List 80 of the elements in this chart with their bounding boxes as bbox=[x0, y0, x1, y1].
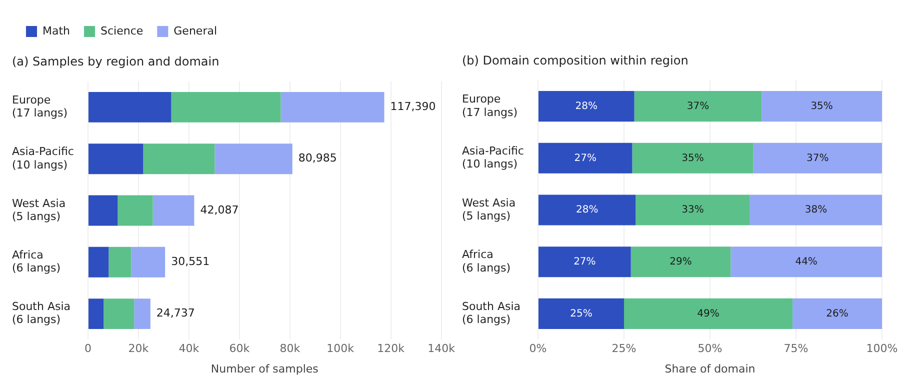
x-tick-label: 0% bbox=[529, 342, 547, 356]
bar bbox=[750, 194, 882, 226]
total-label: 24,737 bbox=[156, 306, 195, 320]
y-tick-label: Asia-Pacific (10 langs) bbox=[462, 144, 524, 171]
bar bbox=[88, 144, 144, 174]
total-label: 30,551 bbox=[171, 255, 210, 268]
data-label: 29% bbox=[670, 256, 692, 268]
legend-label: Math bbox=[42, 24, 70, 38]
total-label: 80,985 bbox=[298, 152, 337, 165]
bar bbox=[88, 92, 172, 122]
chart-title: (a) Samples by region and domain bbox=[12, 54, 220, 68]
chart-title: (b) Domain composition within region bbox=[462, 53, 688, 68]
bar bbox=[538, 91, 634, 122]
bar bbox=[753, 142, 882, 174]
data-label: 35% bbox=[810, 100, 833, 112]
x-tick-label: 100% bbox=[866, 342, 898, 356]
total-label: 42,087 bbox=[200, 203, 239, 216]
y-tick-label: South Asia (6 langs) bbox=[462, 300, 521, 326]
y-tick-label: Africa (6 langs) bbox=[462, 248, 511, 274]
bar bbox=[134, 298, 150, 329]
y-tick-label: West Asia (5 langs) bbox=[462, 196, 516, 222]
data-label: 26% bbox=[826, 308, 848, 320]
x-tick-label: 140k bbox=[428, 342, 456, 356]
y-tick-label: West Asia (5 langs) bbox=[12, 196, 66, 223]
bar bbox=[104, 298, 134, 329]
bar bbox=[131, 246, 166, 278]
y-tick-label: Asia-Pacific (10 langs) bbox=[12, 145, 74, 172]
data-label: 33% bbox=[682, 204, 704, 216]
bar bbox=[538, 194, 636, 226]
x-tick-label: 20k bbox=[128, 342, 150, 356]
bar bbox=[762, 91, 882, 122]
bar bbox=[143, 144, 215, 174]
data-label: 28% bbox=[576, 204, 598, 216]
x-tick-label: 80k bbox=[280, 342, 301, 356]
bar bbox=[152, 195, 194, 226]
bar bbox=[634, 91, 762, 122]
data-label: 37% bbox=[806, 152, 829, 164]
legend-label: Science bbox=[100, 24, 144, 38]
bar bbox=[730, 246, 882, 278]
bar bbox=[214, 144, 292, 174]
data-label: 49% bbox=[697, 308, 720, 320]
data-label: 27% bbox=[574, 152, 596, 164]
y-tick-label: Africa (6 langs) bbox=[12, 248, 61, 275]
bar bbox=[630, 246, 731, 278]
x-tick-label: 0 bbox=[84, 342, 92, 356]
bar bbox=[624, 298, 793, 329]
bar bbox=[792, 298, 882, 329]
bar bbox=[280, 92, 384, 122]
bar bbox=[538, 298, 624, 329]
legend-label: General bbox=[174, 24, 218, 38]
x-tick-label: 120k bbox=[377, 342, 406, 356]
x-tick-label: 40k bbox=[178, 342, 200, 356]
x-tick-label: 100k bbox=[326, 342, 355, 356]
x-axis-title: Share of domain bbox=[664, 362, 756, 376]
bar bbox=[538, 142, 632, 174]
total-label: 117,390 bbox=[390, 100, 436, 114]
data-label: 38% bbox=[804, 204, 828, 216]
bar bbox=[171, 92, 281, 122]
data-label: 37% bbox=[686, 100, 710, 112]
bar bbox=[636, 194, 750, 226]
bar bbox=[88, 298, 104, 329]
y-tick-label: Europe (17 langs) bbox=[462, 92, 518, 119]
x-tick-label: 25% bbox=[612, 342, 636, 356]
x-axis-title: Number of samples bbox=[210, 362, 319, 376]
bar bbox=[118, 195, 153, 226]
data-label: 27% bbox=[574, 256, 596, 268]
x-tick-label: 60k bbox=[229, 342, 250, 356]
x-tick-label: 75% bbox=[784, 342, 808, 356]
data-label: 25% bbox=[570, 308, 592, 320]
bar bbox=[88, 246, 109, 278]
y-tick-label: Europe (17 langs) bbox=[12, 93, 68, 120]
data-label: 35% bbox=[682, 152, 704, 164]
data-label: 28% bbox=[575, 100, 598, 112]
bar bbox=[538, 246, 631, 278]
x-tick-label: 50% bbox=[698, 342, 722, 356]
data-label: 44% bbox=[795, 256, 818, 268]
bar bbox=[108, 246, 132, 278]
y-tick-label: South Asia (6 langs) bbox=[12, 300, 71, 326]
bar bbox=[632, 142, 754, 174]
bar bbox=[88, 195, 118, 226]
